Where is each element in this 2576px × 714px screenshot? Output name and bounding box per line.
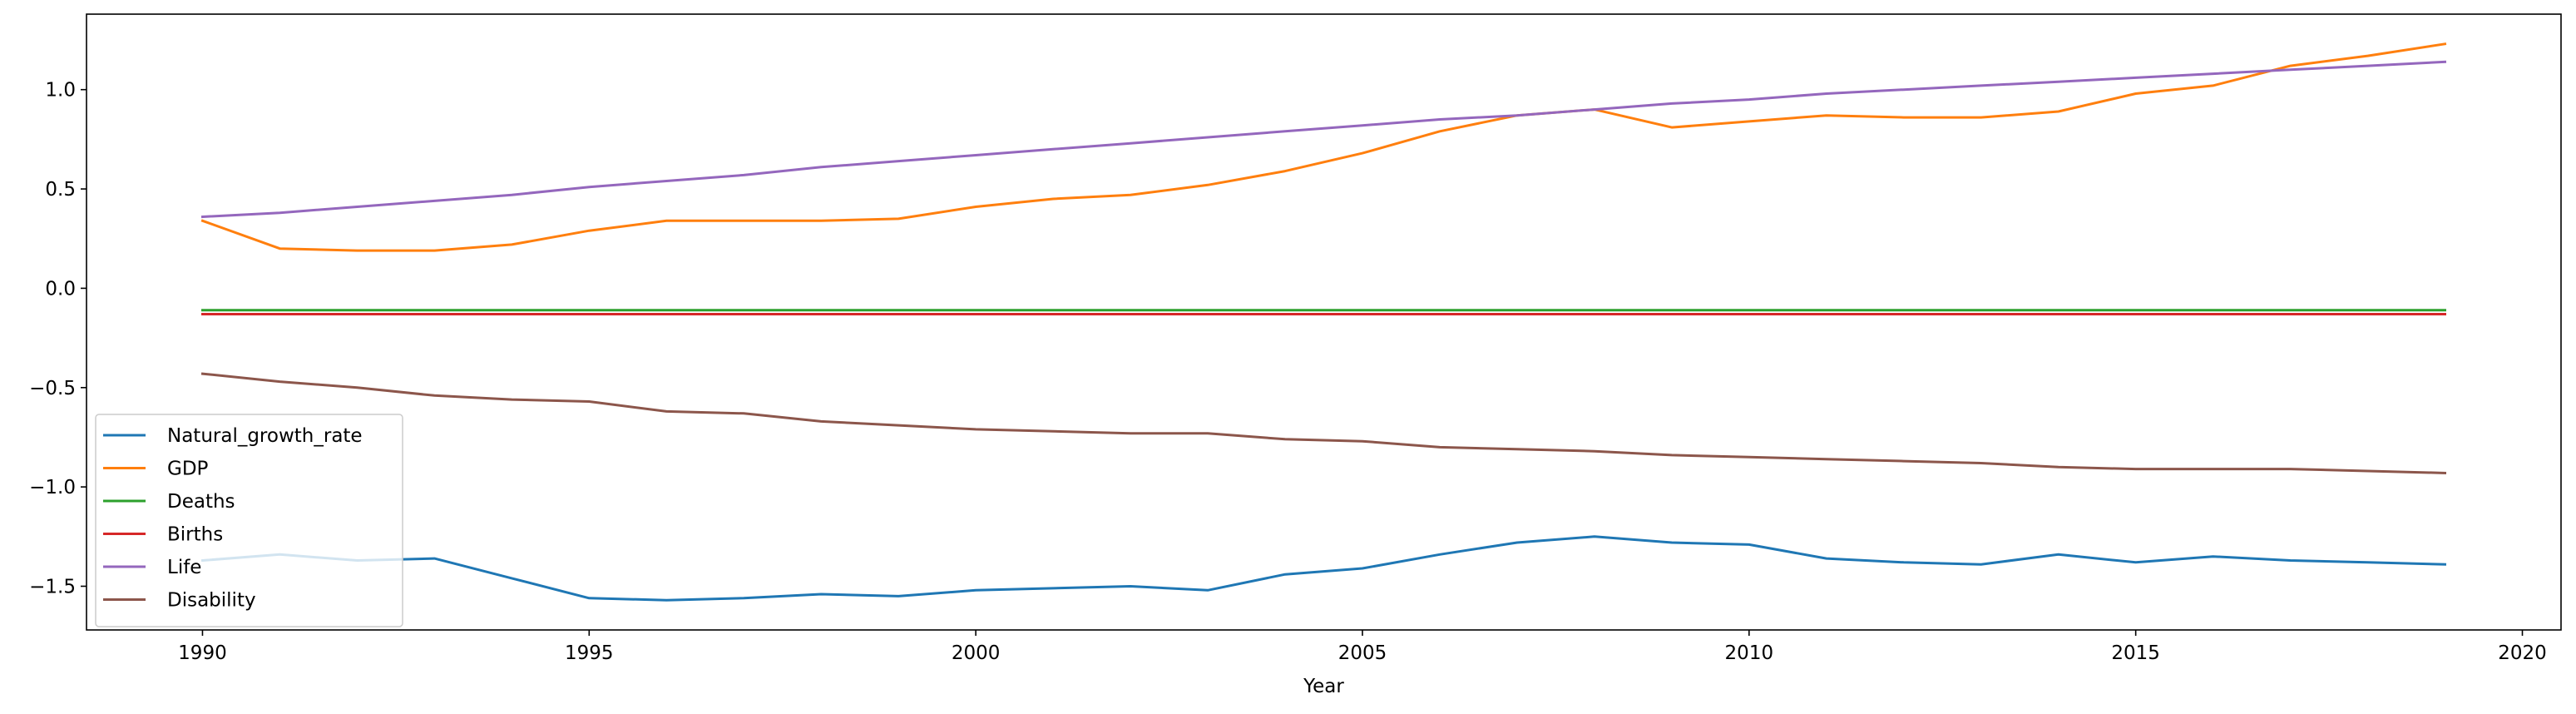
- x-tick-label: 2020: [2498, 642, 2547, 664]
- legend-label: Life: [167, 557, 201, 578]
- y-tick-label: −1.0: [29, 477, 76, 498]
- x-tick-label: 2015: [2111, 642, 2160, 664]
- legend: Natural_growth_rate GDP Deaths Births Life Di…: [95, 414, 403, 627]
- y-tick-label: 0.0: [45, 278, 76, 300]
- x-axis: 1990 1995 2000 2005 2010 2015 2020: [178, 630, 2547, 664]
- series-line-gdp: [200, 42, 2447, 252]
- plot-frame: [86, 13, 2562, 631]
- x-tick-label: 2005: [1338, 642, 1387, 664]
- y-axis: −1.5 −1.0 −0.5 0.0 0.5 1.0: [29, 80, 87, 597]
- x-tick-label: 2000: [952, 642, 1001, 664]
- legend-label: GDP: [167, 459, 209, 480]
- x-axis-title: Year: [1303, 676, 1344, 697]
- x-tick-label: 1995: [565, 642, 614, 664]
- series-line-life: [200, 60, 2447, 219]
- legend-label: Disability: [167, 590, 256, 612]
- y-tick-label: −1.5: [29, 576, 76, 597]
- y-tick-label: 1.0: [45, 80, 76, 102]
- series-line-natural-growth-rate: [200, 535, 2447, 602]
- y-tick-label: −0.5: [29, 378, 76, 399]
- x-tick-label: 2010: [1725, 642, 1774, 664]
- legend-label: Births: [167, 524, 223, 546]
- legend-label: Deaths: [167, 491, 235, 513]
- legend-label: Natural_growth_rate: [167, 425, 363, 447]
- plot-lines: [200, 42, 2447, 602]
- series-line-disability: [200, 372, 2447, 474]
- y-tick-label: 0.5: [45, 179, 76, 201]
- x-tick-label: 1990: [178, 642, 227, 664]
- legend-box: [95, 414, 403, 627]
